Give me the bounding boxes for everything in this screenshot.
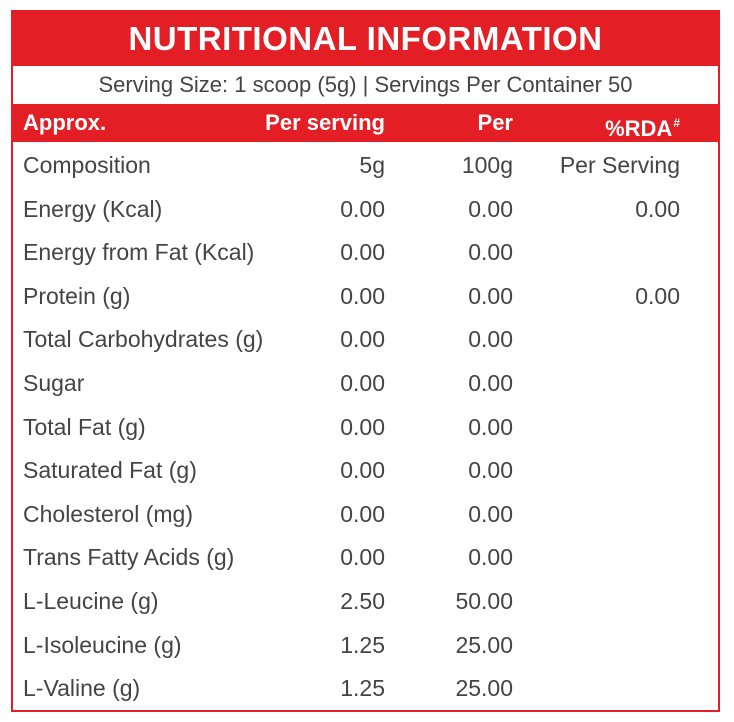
row-rda: 0.00 — [635, 282, 680, 309]
row-name: L-Valine (g) — [23, 675, 141, 702]
table-row: Protein (g) 0.00 0.00 0.00 — [13, 273, 718, 317]
row-name: Composition — [23, 152, 151, 178]
table-row: Total Fat (g) 0.00 0.00 — [13, 404, 718, 448]
row-per-serving: 0.00 — [340, 544, 385, 571]
row-per-100g: 0.00 — [468, 239, 513, 266]
row-name: Total Fat (g) — [23, 413, 146, 440]
table-row: Cholesterol (mg) 0.00 0.00 — [13, 491, 718, 535]
row-per-serving: 0.00 — [340, 369, 385, 396]
panel-title: NUTRITIONAL INFORMATION — [13, 12, 718, 66]
table-row: Composition 5g 100g Per Serving — [13, 142, 718, 186]
row-per-serving: 1.25 — [340, 675, 385, 702]
serving-info: Serving Size: 1 scoop (5g) | Servings Pe… — [98, 72, 633, 97]
table-row: Total Carbohydrates (g) 0.00 0.00 — [13, 316, 718, 360]
row-name: Energy (Kcal) — [23, 195, 163, 222]
table-row: Sugar 0.00 0.00 — [13, 360, 718, 404]
table-row: L-Leucine (g) 2.50 50.00 — [13, 578, 718, 622]
row-per-100g: 25.00 — [455, 675, 513, 702]
row-name: Total Carbohydrates (g) — [23, 326, 264, 353]
row-per-serving: 0.00 — [340, 195, 385, 222]
row-per-serving: 0.00 — [340, 457, 385, 484]
row-name: Energy from Fat (Kcal) — [23, 239, 255, 266]
row-per-100g: 0.00 — [468, 195, 513, 222]
row-name: L-Isoleucine (g) — [23, 631, 182, 658]
table-row: Energy (Kcal) 0.00 0.00 0.00 — [13, 186, 718, 230]
row-per-100g: 0.00 — [468, 500, 513, 527]
row-per-serving: 0.00 — [340, 282, 385, 309]
row-per-serving: 0.00 — [340, 500, 385, 527]
row-per-serving: 0.00 — [340, 239, 385, 266]
row-per-serving: 0.00 — [340, 413, 385, 440]
table-row: L-Isoleucine (g) 1.25 25.00 — [13, 622, 718, 666]
table-row: Saturated Fat (g) 0.00 0.00 — [13, 447, 718, 491]
row-name: Saturated Fat (g) — [23, 457, 197, 484]
table-header: Approx. Per serving Per %RDA# — [13, 104, 718, 142]
row-name: Trans Fatty Acids (g) — [23, 544, 235, 571]
row-per-100g: 50.00 — [455, 587, 513, 614]
row-per-100g: 25.00 — [455, 631, 513, 658]
row-per-serving: 1.25 — [340, 631, 385, 658]
row-per-serving: 2.50 — [340, 587, 385, 614]
row-per-100g: 0.00 — [468, 544, 513, 571]
row-rda: 0.00 — [635, 195, 680, 222]
row-per-serving: 0.00 — [340, 326, 385, 353]
header-rda-label: %RDA — [605, 116, 673, 141]
table-row: L-Valine (g) 1.25 25.00 — [13, 665, 718, 709]
row-per-serving: 5g — [359, 152, 385, 178]
header-per-serving: Per serving — [265, 110, 385, 135]
table-row: Trans Fatty Acids (g) 0.00 0.00 — [13, 534, 718, 578]
header-per: Per — [477, 110, 513, 135]
row-name: Protein (g) — [23, 282, 131, 309]
nutrition-panel: NUTRITIONAL INFORMATION Serving Size: 1 … — [11, 10, 720, 712]
row-per-100g: 100g — [461, 152, 513, 178]
row-per-100g: 0.00 — [468, 326, 513, 353]
row-per-100g: 0.00 — [468, 282, 513, 309]
header-approx: Approx. — [23, 110, 107, 135]
row-name: Sugar — [23, 369, 85, 396]
table-body: Composition 5g 100g Per Serving Energy (… — [13, 142, 718, 709]
header-rda-mark: # — [673, 116, 680, 130]
table-row: Energy from Fat (Kcal) 0.00 0.00 — [13, 229, 718, 273]
header-rda: %RDA# — [605, 104, 680, 142]
row-name: L-Leucine (g) — [23, 587, 159, 614]
row-per-100g: 0.00 — [468, 457, 513, 484]
row-per-100g: 0.00 — [468, 369, 513, 396]
row-name: Cholesterol (mg) — [23, 500, 193, 527]
row-rda: Per Serving — [559, 152, 680, 178]
row-per-100g: 0.00 — [468, 413, 513, 440]
